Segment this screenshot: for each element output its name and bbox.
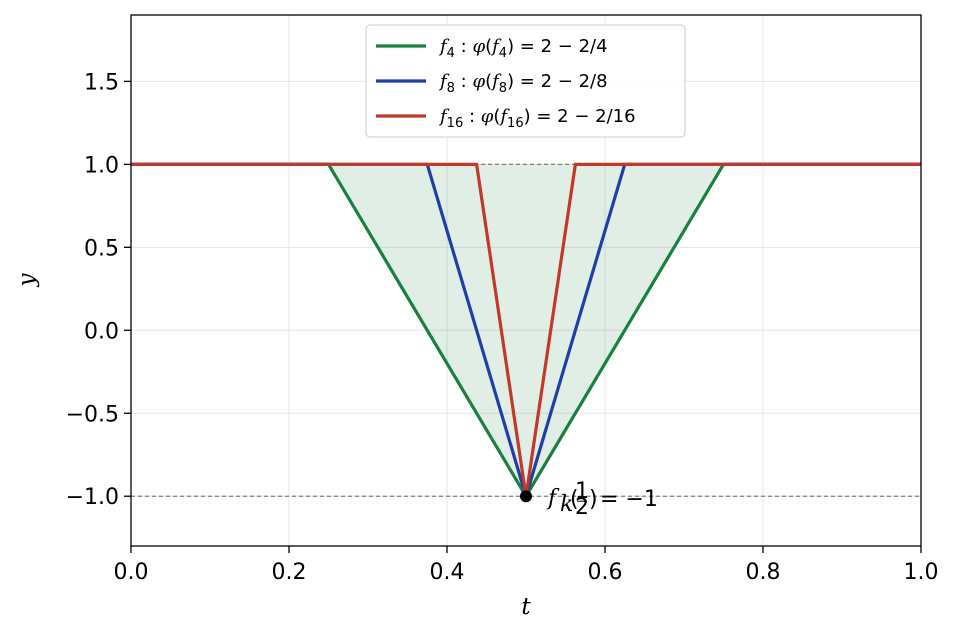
- annotation-rhs: = −1: [600, 487, 658, 512]
- legend: f4 : φ(f4) = 2 − 2/4 f8 : φ(f8) = 2 − 2/8…: [365, 24, 686, 138]
- x-tick-label-3: 0.6: [588, 560, 623, 585]
- y-tick-label-1: −0.5: [66, 402, 119, 427]
- shaded-region: [328, 164, 724, 497]
- annotation-close-paren: ): [589, 487, 598, 512]
- y-axis-label: y: [14, 273, 40, 288]
- marker-group: [520, 490, 532, 503]
- x-tick-label-4: 0.8: [746, 560, 781, 585]
- x-tick-label-5: 1.0: [904, 560, 939, 585]
- y-tick-label-0: −1.0: [66, 485, 119, 510]
- y-tick-label-4: 1.0: [84, 153, 119, 178]
- point-annotation: f k(12) = −1: [546, 479, 658, 520]
- y-tick-label-5: 1.5: [84, 70, 119, 95]
- y-tick-label-2: 0.0: [84, 319, 119, 344]
- plot-frame: [130, 14, 922, 547]
- y-tick-label-3: 0.5: [84, 236, 119, 261]
- x-tick-label-2: 0.4: [430, 560, 465, 585]
- legend-box: [365, 24, 686, 138]
- x-tick-label-1: 0.2: [272, 560, 307, 585]
- annotation-subscript: k: [560, 492, 573, 517]
- x-tick-label-0: 0.0: [114, 560, 149, 585]
- legend-label-f8: f8 : φ(f8) = 2 − 2/8: [438, 71, 608, 96]
- ticks: 0.0 0.2 0.4 0.6 0.8 1.0 −1.0 −0.5 0.0 0.5 1.0 1.5: [66, 70, 939, 585]
- annotation-open-paren: (: [570, 487, 579, 512]
- annotation-denominator: 2: [575, 495, 589, 520]
- point-marker: [520, 490, 532, 503]
- legend-label-f4: f4 : φ(f4) = 2 − 2/4: [438, 36, 608, 61]
- annotation-numerator: 1: [575, 479, 589, 504]
- x-axis-label: t: [521, 594, 531, 620]
- legend-label-f16: f16 : φ(f16) = 2 − 2/16: [438, 106, 636, 131]
- shaded-area: [328, 164, 724, 497]
